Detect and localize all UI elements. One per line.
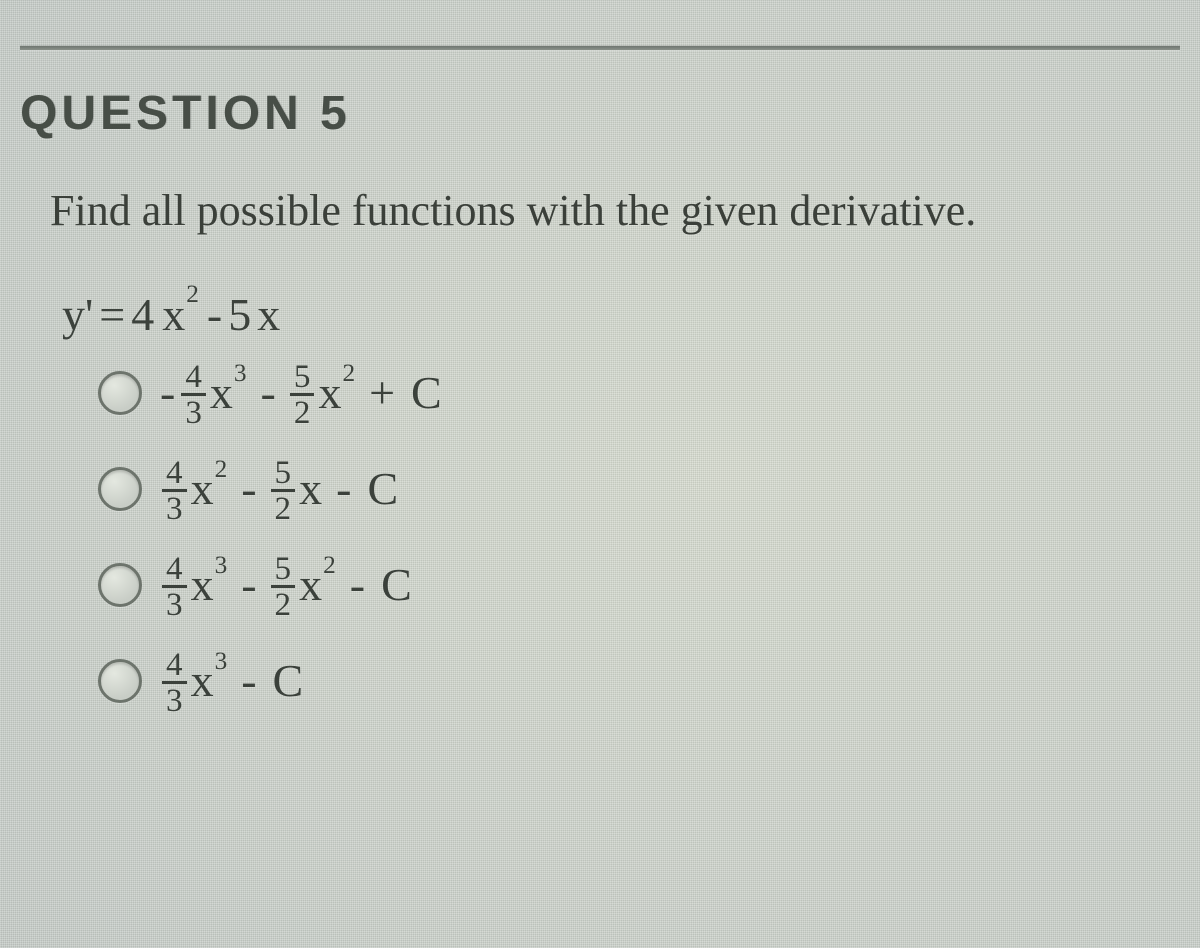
fraction-numerator: 5 — [290, 361, 315, 396]
operator: - — [336, 462, 351, 515]
operator: - — [241, 462, 256, 515]
x-power: x3 — [191, 654, 228, 707]
x-power: x — [299, 462, 322, 515]
x-exponent: 2 — [215, 455, 228, 484]
fraction-numerator: 4 — [181, 361, 206, 396]
fraction-numerator: 4 — [162, 553, 187, 588]
eq-term2-var: x — [257, 288, 280, 341]
fraction-denominator: 3 — [185, 396, 202, 428]
fraction-numerator: 5 — [271, 553, 296, 588]
fraction: 43 — [181, 361, 206, 429]
top-spacer — [20, 0, 1180, 46]
x-power: x2 — [318, 366, 355, 419]
option-math: -43x3-52x2+C — [160, 359, 442, 427]
x-exponent: 3 — [234, 359, 247, 388]
eq-term2-coef: 5 — [228, 288, 251, 341]
fraction: 52 — [271, 457, 296, 525]
fraction-denominator: 3 — [166, 492, 183, 524]
horizontal-rule — [20, 46, 1180, 50]
x-exponent: 2 — [342, 359, 355, 388]
x-power: x3 — [191, 558, 228, 611]
fraction-denominator: 2 — [275, 588, 292, 620]
x-base: x — [191, 558, 214, 611]
option-math: 43x2-52x-C — [160, 455, 398, 523]
operator: + — [369, 366, 395, 419]
constant-C: C — [411, 366, 442, 419]
x-base: x — [210, 366, 233, 419]
x-base: x — [299, 558, 322, 611]
answer-option[interactable]: 43x2-52x-C — [98, 455, 1180, 523]
eq-op: - — [207, 288, 222, 341]
fraction-numerator: 4 — [162, 457, 187, 492]
option-math: 43x3-52x2-C — [160, 551, 412, 619]
fraction: 43 — [162, 553, 187, 621]
x-exponent: 2 — [323, 551, 336, 580]
operator: - — [261, 366, 276, 419]
leading-negative: - — [160, 366, 175, 419]
fraction-numerator: 4 — [162, 649, 187, 684]
operator: - — [241, 558, 256, 611]
x-base: x — [299, 462, 322, 515]
given-derivative: y' = 4 x 2 - 5 x — [62, 288, 1180, 341]
x-power: x3 — [210, 366, 247, 419]
radio-button[interactable] — [98, 467, 142, 511]
eq-term1-base: x — [162, 288, 185, 341]
fraction: 52 — [290, 361, 315, 429]
fraction: 52 — [271, 553, 296, 621]
answer-option[interactable]: 43x3-C — [98, 647, 1180, 715]
radio-button[interactable] — [98, 563, 142, 607]
x-base: x — [191, 654, 214, 707]
answer-options: -43x3-52x2+C43x2-52x-C43x3-52x2-C43x3-C — [98, 359, 1180, 715]
question-prompt: Find all possible functions with the giv… — [50, 185, 1180, 236]
fraction-denominator: 2 — [294, 396, 311, 428]
operator: - — [350, 558, 365, 611]
constant-C: C — [273, 654, 304, 707]
option-math: 43x3-C — [160, 647, 303, 715]
eq-term1-coef: 4 — [131, 288, 154, 341]
radio-button[interactable] — [98, 659, 142, 703]
fraction: 43 — [162, 649, 187, 717]
operator: - — [241, 654, 256, 707]
constant-C: C — [367, 462, 398, 515]
x-power: x2 — [299, 558, 336, 611]
constant-C: C — [381, 558, 412, 611]
x-base: x — [318, 366, 341, 419]
radio-button[interactable] — [98, 371, 142, 415]
x-power: x2 — [191, 462, 228, 515]
fraction-denominator: 2 — [275, 492, 292, 524]
answer-option[interactable]: -43x3-52x2+C — [98, 359, 1180, 427]
eq-lhs: y' — [62, 288, 93, 341]
fraction-denominator: 3 — [166, 684, 183, 716]
question-title: QUESTION 5 — [20, 86, 1180, 141]
eq-term1-var: x 2 — [162, 288, 199, 341]
fraction-numerator: 5 — [271, 457, 296, 492]
eq-equals: = — [99, 288, 125, 341]
x-exponent: 3 — [215, 551, 228, 580]
fraction-denominator: 3 — [166, 588, 183, 620]
x-base: x — [191, 462, 214, 515]
page: QUESTION 5 Find all possible functions w… — [0, 0, 1200, 948]
eq-term1-exp: 2 — [186, 280, 199, 309]
answer-option[interactable]: 43x3-52x2-C — [98, 551, 1180, 619]
fraction: 43 — [162, 457, 187, 525]
x-exponent: 3 — [215, 647, 228, 676]
